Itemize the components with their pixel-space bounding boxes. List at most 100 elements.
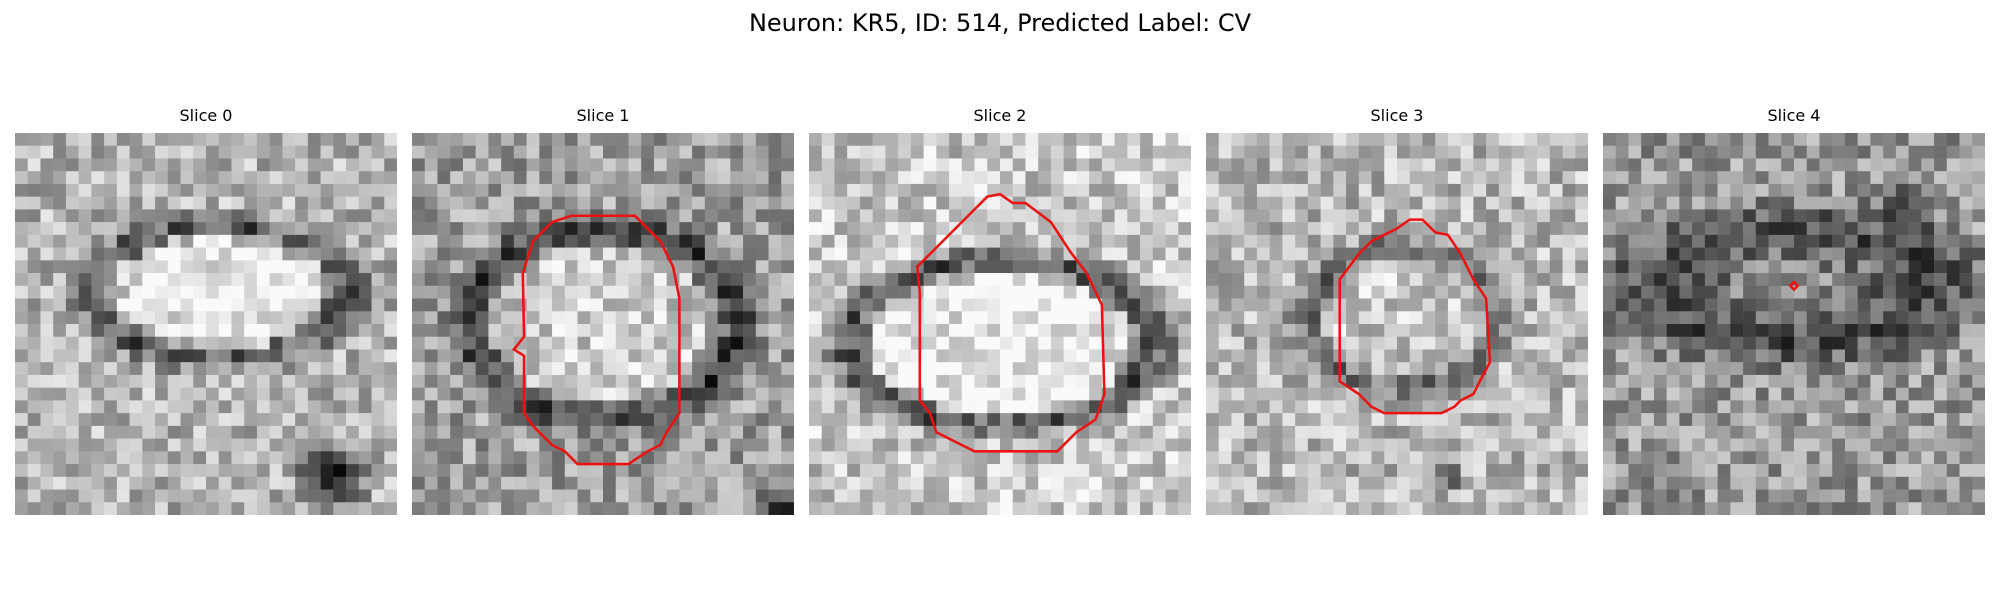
slice-title-3: Slice 3: [1370, 106, 1424, 125]
pixel-tile: [1114, 145, 1128, 159]
pixel-tile: [1883, 158, 1897, 172]
pixel-tile: [821, 387, 835, 401]
pixel-tile: [1781, 158, 1795, 172]
pixel-tile: [1320, 209, 1334, 223]
pixel-tile: [847, 425, 861, 439]
pixel-tile: [1883, 133, 1897, 146]
pixel-tile: [692, 183, 706, 197]
pixel-tile: [1537, 209, 1551, 223]
pixel-tile: [27, 247, 41, 261]
pixel-tile: [231, 247, 245, 261]
pixel-tile: [269, 260, 283, 274]
pixel-tile: [1641, 451, 1655, 465]
pixel-tile: [590, 273, 604, 287]
pixel-tile: [885, 438, 899, 452]
pixel-tile: [1857, 311, 1871, 325]
pixel-tile: [1934, 413, 1948, 427]
pixel-tile: [1575, 425, 1588, 439]
pixel-tile: [412, 171, 425, 185]
pixel-tile: [1244, 285, 1258, 299]
pixel-tile: [1498, 145, 1512, 159]
pixel-tile: [949, 158, 963, 172]
pixel-tile: [450, 285, 464, 299]
pixel-tile: [885, 502, 899, 515]
pixel-tile: [1498, 183, 1512, 197]
pixel-tile: [256, 464, 270, 478]
pixel-tile: [1282, 502, 1296, 515]
pixel-tile: [1666, 502, 1680, 515]
pixel-tile: [539, 311, 553, 325]
pixel-tile: [1346, 298, 1360, 312]
pixel-tile: [1409, 324, 1423, 337]
pixel-tile: [1934, 247, 1948, 261]
pixel-tile: [320, 311, 334, 325]
pixel-tile: [1524, 234, 1538, 248]
pixel-tile: [1883, 374, 1897, 388]
pixel-tile: [78, 413, 92, 427]
pixel-tile: [1101, 222, 1115, 236]
pixel-tile: [1371, 464, 1385, 478]
pixel-tile: [564, 336, 578, 350]
pixel-tile: [307, 451, 321, 465]
pixel-tile: [987, 222, 1001, 236]
pixel-tile: [692, 311, 706, 325]
pixel-tile: [1358, 362, 1372, 376]
pixel-tile: [730, 336, 744, 350]
pixel-tile: [743, 400, 757, 414]
pixel-tile: [1794, 260, 1807, 274]
pixel-tile: [539, 273, 553, 287]
pixel-tile: [1628, 387, 1642, 401]
pixel-tile: [1704, 145, 1718, 159]
pixel-tile: [1511, 209, 1525, 223]
pixel-tile: [1038, 273, 1052, 287]
pixel-tile: [1101, 196, 1115, 210]
pixel-tile: [1615, 234, 1629, 248]
pixel-tile: [78, 222, 92, 236]
pixel-tile: [1755, 145, 1769, 159]
pixel-tile: [1603, 502, 1616, 515]
pixel-tile: [1730, 285, 1744, 299]
pixel-tile: [1781, 464, 1795, 478]
pixel-tile: [1819, 171, 1833, 185]
pixel-tile: [1857, 247, 1871, 261]
pixel-tile: [475, 374, 489, 388]
pixel-tile: [1628, 438, 1642, 452]
pixel-tile: [1486, 222, 1500, 236]
pixel-tile: [615, 171, 629, 185]
pixel-tile: [218, 183, 232, 197]
pixel-tile: [358, 324, 372, 337]
pixel-tile: [679, 400, 693, 414]
pixel-tile: [898, 158, 912, 172]
pixel-tile: [244, 502, 258, 515]
pixel-tile: [552, 476, 566, 490]
pixel-tile: [501, 285, 515, 299]
pixel-tile: [1857, 222, 1871, 236]
pixel-tile: [679, 464, 693, 478]
pixel-tile: [78, 285, 92, 299]
pixel-tile: [898, 425, 912, 439]
pixel-tile: [371, 336, 385, 350]
pixel-tile: [1908, 311, 1922, 325]
pixel-tile: [346, 196, 360, 210]
pixel-tile: [295, 311, 309, 325]
pixel-tile: [743, 298, 757, 312]
pixel-tile: [1256, 158, 1270, 172]
pixel-tile: [1832, 324, 1846, 337]
pixel-tile: [346, 158, 360, 172]
pixel-tile: [1575, 145, 1588, 159]
pixel-tile: [781, 183, 794, 197]
pixel-tile: [1562, 311, 1576, 325]
pixel-tile: [142, 171, 156, 185]
pixel-tile: [142, 311, 156, 325]
pixel-tile: [475, 413, 489, 427]
pixel-tile: [1307, 234, 1321, 248]
pixel-tile: [1615, 158, 1629, 172]
pixel-tile: [1140, 133, 1154, 146]
pixel-tile: [704, 285, 718, 299]
pixel-tile: [462, 298, 476, 312]
pixel-tile: [371, 400, 385, 414]
pixel-tile: [1384, 387, 1398, 401]
pixel-tile: [27, 362, 41, 376]
pixel-tile: [666, 234, 680, 248]
pixel-tile: [193, 222, 207, 236]
